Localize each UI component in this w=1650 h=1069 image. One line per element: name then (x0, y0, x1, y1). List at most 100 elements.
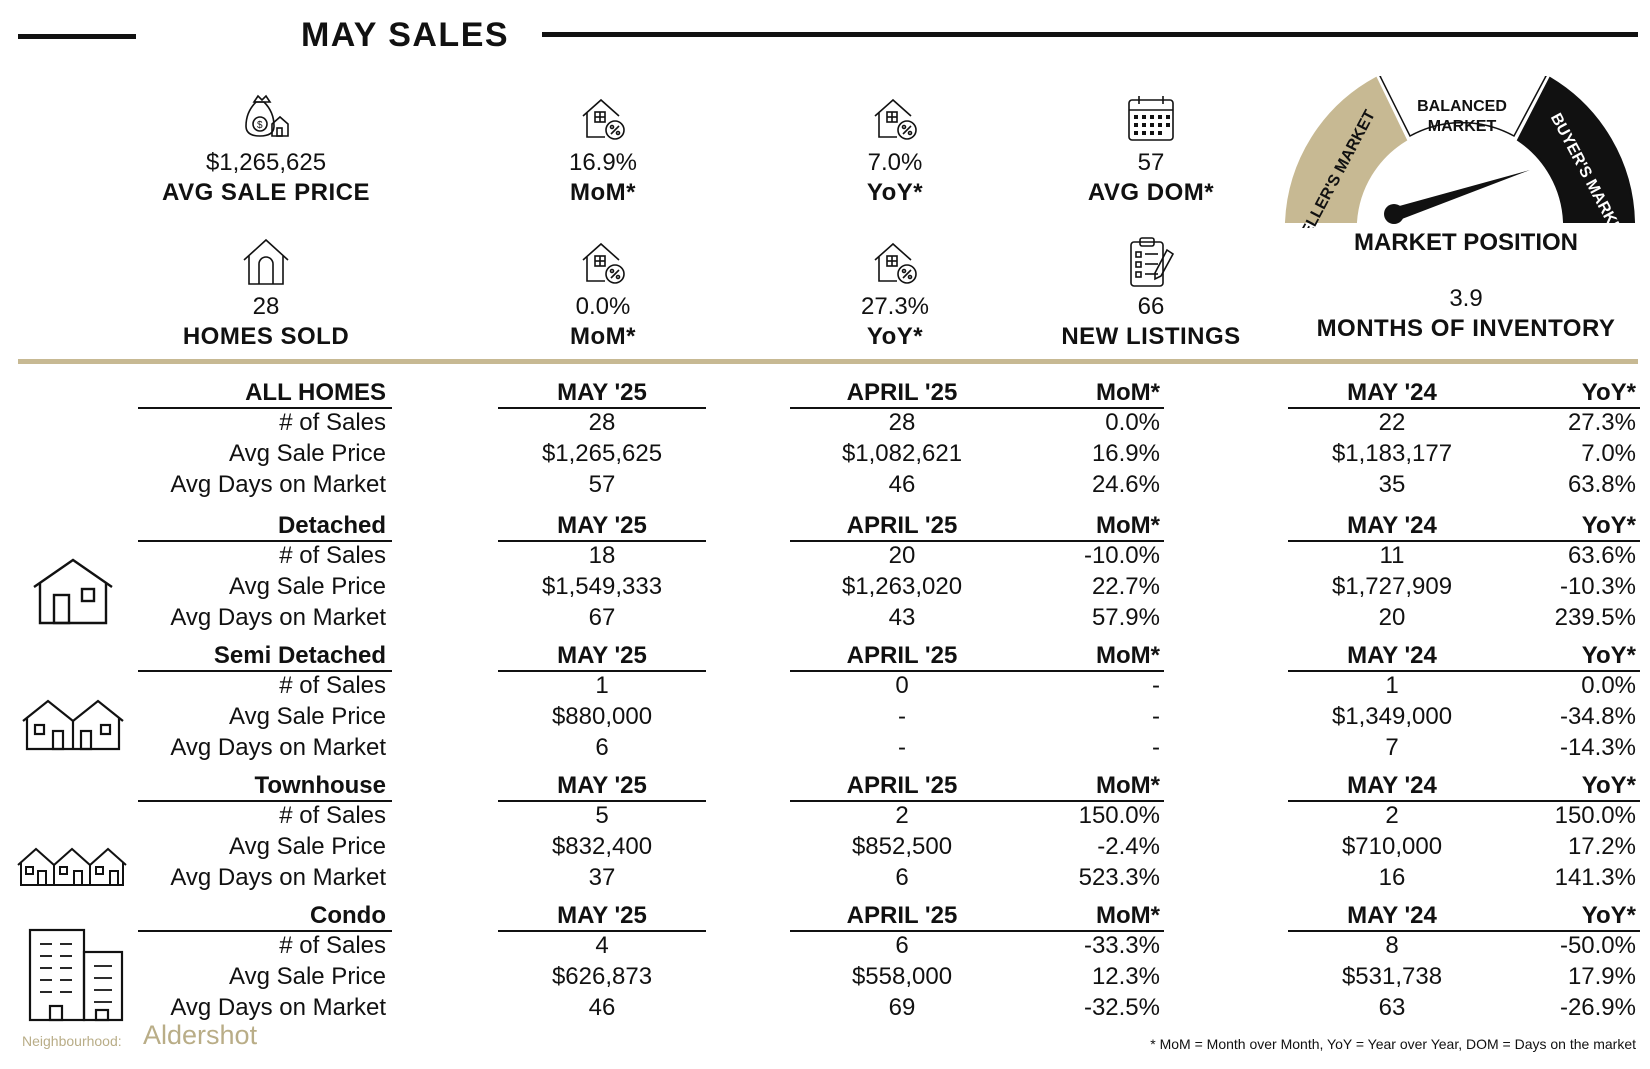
cell-may24: 63 (1378, 994, 1406, 1021)
gauge-needle-pivot (1384, 204, 1404, 224)
section-underline (1288, 670, 1640, 672)
col-header-may25: MAY '25 (557, 902, 647, 929)
cell-apr25: - (898, 703, 906, 730)
cell-yoy: -34.8% (1559, 703, 1636, 730)
stat-price-mom: 16.9% MoM* (453, 88, 753, 208)
price-mom-value: 16.9% (568, 149, 638, 176)
section-divider (18, 359, 1638, 364)
cell-apr25: $1,082,621 (841, 440, 963, 467)
sold-mom-value: 0.0% (575, 293, 631, 320)
col-header-apr25: APRIL '25 (846, 902, 958, 929)
cell-yoy: 0.0% (1581, 672, 1636, 699)
sold-yoy-value: 27.3% (860, 293, 930, 320)
section-title: ALL HOMES (245, 379, 386, 406)
row-label: Avg Sale Price (229, 573, 386, 600)
avg-sale-price-value: $1,265,625 (205, 149, 327, 176)
row-label: Avg Sale Price (229, 833, 386, 860)
col-header-mom: MoM* (1096, 512, 1160, 539)
semi-detached-house-icon (22, 699, 124, 751)
cell-apr25: - (898, 734, 906, 761)
cell-may25: 37 (588, 864, 616, 891)
neighbourhood-name: Aldershot (143, 1020, 258, 1050)
col-header-mom: MoM* (1096, 642, 1160, 669)
cell-mom: 523.3% (1078, 864, 1160, 891)
months-inventory-value: 3.9 (1449, 285, 1483, 312)
cell-yoy: 7.0% (1581, 440, 1636, 467)
section-underline (1288, 407, 1640, 409)
cell-may24: 11 (1379, 542, 1405, 569)
cell-may24: 1 (1385, 672, 1399, 699)
cell-may24: $1,183,177 (1331, 440, 1453, 467)
gauge-buyers-segment (1516, 76, 1636, 223)
col-header-mom: MoM* (1096, 772, 1160, 799)
cell-may25: 46 (588, 994, 616, 1021)
cell-yoy: -10.3% (1559, 573, 1636, 600)
clipboard-checklist-icon (1130, 237, 1175, 287)
col-header-may24: MAY '24 (1347, 379, 1437, 406)
section-underline (138, 800, 392, 802)
cell-mom: - (1152, 672, 1160, 699)
section-title: Semi Detached (213, 642, 386, 669)
calendar-icon (1128, 96, 1174, 141)
price-yoy-label: YoY* (866, 179, 924, 206)
header-rule-left (18, 34, 136, 39)
cell-apr25: $558,000 (851, 963, 953, 990)
cell-yoy: 17.9% (1567, 963, 1636, 990)
section-underline (498, 800, 706, 802)
stat-sold-mom: 0.0% MoM* (453, 232, 753, 352)
section-underline (498, 670, 706, 672)
cell-may25: $880,000 (551, 703, 653, 730)
cell-may25: 18 (588, 542, 616, 569)
row-label: # of Sales (279, 932, 386, 959)
cell-may25: $626,873 (551, 963, 653, 990)
row-label: # of Sales (279, 802, 386, 829)
stat-months-inventory: 3.9 MONTHS OF INVENTORY (1296, 284, 1636, 344)
row-label: # of Sales (279, 542, 386, 569)
cell-apr25: $1,263,020 (841, 573, 963, 600)
col-header-yoy: YoY* (1581, 512, 1636, 539)
gauge-sellers-segment (1284, 76, 1408, 223)
section-underline (498, 930, 706, 932)
condo-building-icon (28, 928, 124, 1022)
cell-mom: - (1152, 734, 1160, 761)
row-label: Avg Days on Market (170, 471, 386, 498)
col-header-may25: MAY '25 (557, 772, 647, 799)
row-label: # of Sales (279, 672, 386, 699)
avg-dom-value: 57 (1137, 149, 1165, 176)
col-header-yoy: YoY* (1581, 772, 1636, 799)
cell-mom: - (1152, 703, 1160, 730)
market-position-gauge: SELLER'S MARKET BALANCED MARKET BUYER'S … (1284, 76, 1636, 228)
col-header-apr25: APRIL '25 (846, 379, 958, 406)
col-header-yoy: YoY* (1581, 379, 1636, 406)
cell-mom: 150.0% (1078, 802, 1160, 829)
section-underline (138, 407, 392, 409)
detached-house-icon (33, 558, 113, 625)
stat-avg-sale-price: $ $1,265,625 AVG SALE PRICE (116, 88, 416, 208)
cell-may25: 4 (595, 932, 609, 959)
cell-mom: -32.5% (1083, 994, 1160, 1021)
cell-may24: $710,000 (1341, 833, 1443, 860)
sold-yoy-label: YoY* (866, 323, 924, 350)
avg-sale-price-label: AVG SALE PRICE (162, 179, 370, 206)
cell-may24: 20 (1378, 604, 1406, 631)
cell-mom: 24.6% (1091, 471, 1160, 498)
cell-may24: 22 (1378, 409, 1406, 436)
cell-apr25: 43 (888, 604, 916, 631)
cell-mom: 12.3% (1091, 963, 1160, 990)
cell-mom: -33.3% (1083, 932, 1160, 959)
section-underline (498, 540, 706, 542)
house-percent-icon (582, 242, 625, 284)
col-header-yoy: YoY* (1581, 902, 1636, 929)
section-underline (1288, 540, 1640, 542)
cell-mom: 0.0% (1105, 409, 1160, 436)
section-underline (1288, 930, 1640, 932)
price-yoy-value: 7.0% (867, 149, 923, 176)
new-listings-value: 66 (1137, 293, 1165, 320)
house-percent-icon (874, 98, 917, 140)
cell-apr25: 6 (895, 932, 909, 959)
cell-apr25: 0 (895, 672, 909, 699)
cell-apr25: 20 (888, 542, 916, 569)
cell-yoy: 27.3% (1567, 409, 1636, 436)
cell-apr25: 28 (888, 409, 916, 436)
cell-mom: 57.9% (1091, 604, 1160, 631)
